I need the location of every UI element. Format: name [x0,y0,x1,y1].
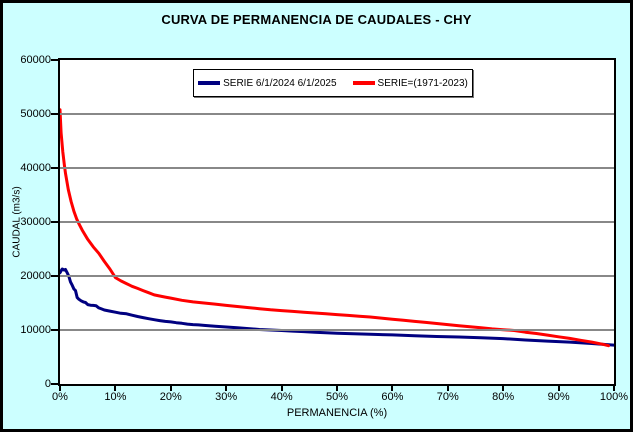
y-tick [51,275,58,277]
x-tick [59,386,61,391]
x-tick [336,386,338,391]
y-tick [51,59,58,61]
plot-area [58,58,616,386]
x-tick [280,386,283,391]
legend-label: SERIE=(1971-2023) [377,77,468,89]
gridline [60,113,614,115]
legend: SERIE 6/1/2024 6/1/2025 SERIE=(1971-2023… [193,69,473,97]
x-tick [613,386,615,391]
y-tick-label: 10000 [20,324,51,336]
y-tick [51,167,58,169]
y-tick-label: 0 [44,378,51,390]
y-tick-label: 20000 [20,270,51,282]
series-curves [60,108,614,348]
x-tick [114,386,117,391]
legend-entry-serie-1971-2023: SERIE=(1971-2023) [352,77,468,89]
x-tick-label: 90% [547,391,570,403]
y-tick-label: 60000 [20,54,51,66]
y-tick-label: 30000 [20,216,51,228]
legend-entry-serie-2024-2025: SERIE 6/1/2024 6/1/2025 [198,77,337,89]
x-tick-label: 60% [381,391,404,403]
gridline [60,275,614,277]
gridline [60,167,614,169]
gridline [60,221,614,223]
x-tick [225,386,228,391]
x-tick [169,386,172,391]
x-tick [391,386,394,391]
series-line [60,267,614,347]
x-tick-label: 50% [325,391,349,403]
x-tick-label: 70% [436,391,459,403]
chart-title: CURVA DE PERMANENCIA DE CAUDALES - CHY [161,12,472,27]
y-tick [51,383,58,385]
y-tick [51,329,58,331]
gridline [60,329,614,331]
x-tick-label: 30% [215,391,238,403]
legend-label: SERIE 6/1/2024 6/1/2025 [223,77,337,89]
y-tick-label: 40000 [20,162,51,174]
x-tick [557,386,560,391]
x-tick [502,386,505,391]
x-tick [446,386,449,391]
y-tick-label: 50000 [20,108,51,120]
x-tick-label: 100% [599,391,629,403]
x-tick-label: 0% [52,391,68,403]
series-line [60,108,610,348]
y-tick [51,113,58,115]
x-tick-label: 80% [492,391,515,403]
red-line-swatch [352,81,375,85]
x-tick-label: 20% [159,391,182,403]
x-tick-label: 10% [104,391,127,403]
y-tick [51,221,58,223]
x-tick-label: 40% [270,391,293,403]
blue-line-swatch [198,81,221,85]
x-axis-title: PERMANENCIA (%) [286,407,388,419]
